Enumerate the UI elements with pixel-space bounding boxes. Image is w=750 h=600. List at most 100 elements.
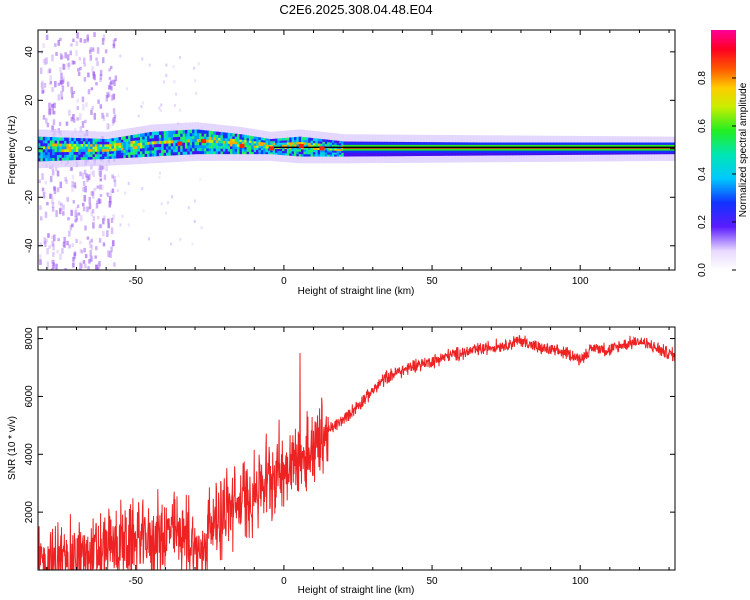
spectrogram-cell xyxy=(509,151,513,154)
spectrogram-cell xyxy=(182,133,186,137)
spectrogram-cell xyxy=(113,137,117,141)
spectrogram-cell xyxy=(308,146,312,150)
spectrogram-cell xyxy=(232,151,236,155)
spectrogram-cell xyxy=(208,150,212,155)
spectrogram-cell xyxy=(521,151,525,154)
spectrogram-cell xyxy=(184,145,188,149)
spectrogram-noise-cell xyxy=(74,210,77,217)
spectrogram-cell xyxy=(310,151,314,155)
spectrogram-cell xyxy=(125,149,129,153)
spectrogram-cell xyxy=(139,136,143,140)
spectrogram-cell xyxy=(632,152,636,155)
spectrogram-cell xyxy=(381,154,385,157)
spectrogram-noise-cell xyxy=(158,171,161,175)
spectrogram-cell xyxy=(189,132,193,137)
spectrogram-cell xyxy=(237,148,241,152)
spectrogram-cell xyxy=(151,134,155,139)
spectrogram-cell xyxy=(87,151,91,155)
spectrogram-cell xyxy=(80,138,84,142)
spectrogram-cell xyxy=(64,157,68,161)
spectrogram-noise-cell xyxy=(38,179,41,184)
spectrogram-cell xyxy=(142,141,146,146)
spectrogram-noise-cell xyxy=(47,233,50,238)
spectrogram-cell xyxy=(485,151,489,154)
spectrogram-cell xyxy=(99,138,103,142)
spectrogram-noise-cell xyxy=(41,90,44,94)
spectrogram-cell xyxy=(218,145,222,149)
spectrogram-cell xyxy=(73,156,77,161)
spectrogram-cell xyxy=(229,138,233,142)
spectrogram-cell xyxy=(339,154,343,157)
spectrogram-cell xyxy=(315,153,319,157)
spectrogram-cell xyxy=(642,152,646,155)
spectrogram-cell xyxy=(407,152,411,155)
spectrogram-cell xyxy=(353,143,357,146)
spectrogram-cell xyxy=(151,149,155,154)
spectrogram-cell xyxy=(161,149,165,153)
spectrogram-cell xyxy=(303,139,307,143)
spectrogram-cell xyxy=(644,152,648,155)
spectrogram-cell xyxy=(267,149,271,153)
spectrogram-noise-cell xyxy=(90,255,93,262)
spectrogram-cell xyxy=(163,143,167,147)
spectrogram-cell xyxy=(374,154,378,157)
spectrogram-cell xyxy=(118,155,122,159)
spectrogram-cell xyxy=(587,152,591,155)
spectrogram-cell xyxy=(68,157,72,161)
spectrogram-cell xyxy=(341,145,345,148)
spectrogram-cell xyxy=(116,155,120,159)
spectrogram-cell xyxy=(142,136,146,140)
spectrogram-noise-cell xyxy=(141,101,144,105)
spectrogram-cell xyxy=(215,137,219,141)
spectrogram-cell xyxy=(277,138,281,141)
spectrogram-cell xyxy=(376,152,380,155)
spectrogram-peak xyxy=(177,141,183,146)
spectrogram-cell xyxy=(258,141,262,144)
spectrogram-cell xyxy=(343,154,347,157)
spectrogram-cell xyxy=(78,146,82,150)
spectrogram-noise-cell xyxy=(172,65,175,69)
spectrogram-cell xyxy=(360,154,364,157)
spectrogram-cell xyxy=(215,139,219,144)
spectrogram-cell xyxy=(218,131,222,136)
spectrogram-cell xyxy=(251,140,255,144)
spectrogram-cell xyxy=(211,139,215,143)
spectrogram-noise-cell xyxy=(193,66,196,70)
spectrogram-cell xyxy=(135,148,139,152)
spectrogram-cell xyxy=(104,151,108,155)
spectrogram-noise-cell xyxy=(111,240,115,247)
spectrogram-cell xyxy=(260,137,264,141)
spectrogram-cell xyxy=(158,149,162,154)
spectrogram-cell xyxy=(154,140,158,145)
spectrogram-cell xyxy=(324,153,328,157)
spectrogram-cell xyxy=(177,136,181,140)
spectrogram-noise-cell xyxy=(69,50,73,56)
spectrogram-cell xyxy=(229,143,233,147)
spectrogram-cell xyxy=(135,145,139,149)
spectrogram-cell xyxy=(47,142,51,147)
spectrogram-cell xyxy=(211,142,215,146)
spectrogram-cell xyxy=(512,151,516,154)
spectrogram-cell xyxy=(45,154,49,159)
spectrogram-cell xyxy=(118,142,122,146)
spectrogram-noise-cell xyxy=(77,71,81,77)
spectrogram-cell xyxy=(248,142,252,146)
spectrogram-noise-cell xyxy=(39,67,43,75)
spectrogram-cell xyxy=(621,152,625,155)
spectrogram-cell xyxy=(334,140,338,143)
spectrogram-cell xyxy=(260,139,264,143)
spectrogram-cell xyxy=(196,150,200,155)
spectrogram-cell xyxy=(80,140,84,144)
spectrogram-cell xyxy=(75,146,79,150)
spectrogram-cell xyxy=(282,138,286,141)
spectrogram-cell xyxy=(135,142,139,147)
spectrogram-noise-cell xyxy=(96,47,100,54)
spectrogram-cell xyxy=(467,151,471,155)
spectrogram-cell xyxy=(336,142,340,146)
spectrogram-cell xyxy=(469,151,473,155)
spectrogram-cell xyxy=(315,149,319,153)
spectrogram-cell xyxy=(376,154,380,157)
spectrogram-cell xyxy=(666,143,670,146)
spectrogram-noise-cell xyxy=(51,54,54,62)
spectrogram-cell xyxy=(109,148,113,152)
